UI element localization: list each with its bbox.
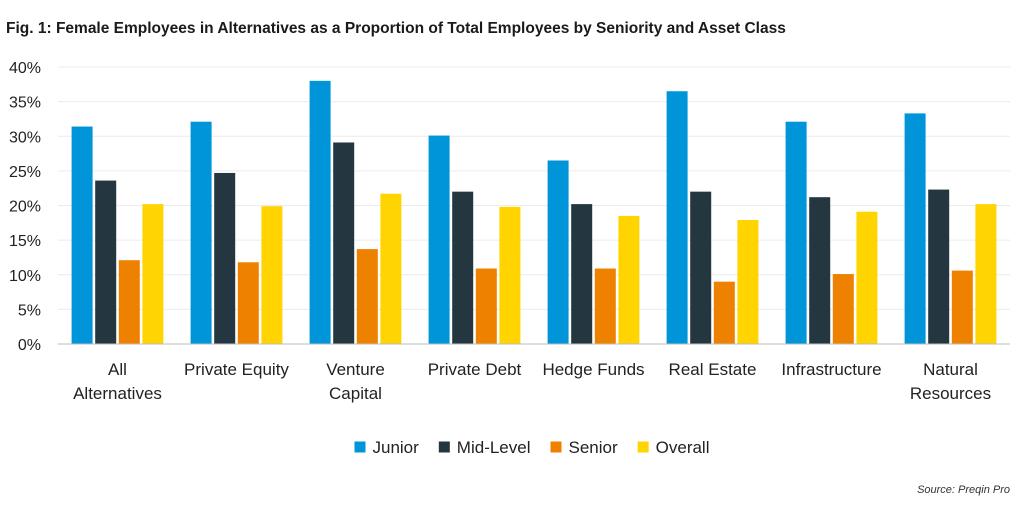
legend: Junior Mid-Level Senior Overall bbox=[354, 438, 710, 457]
gridlines bbox=[58, 66, 1010, 310]
bar-junior bbox=[785, 121, 807, 345]
x-tick-label: Private Debt bbox=[428, 360, 522, 379]
y-tick-label: 20% bbox=[9, 199, 41, 216]
bar-senior bbox=[118, 260, 140, 344]
y-tick-label: 35% bbox=[9, 95, 41, 112]
bar-mid-level bbox=[95, 180, 117, 344]
legend-swatch bbox=[438, 441, 450, 453]
source-note: Source: Preqin Pro bbox=[917, 484, 1010, 496]
legend-label: Overall bbox=[656, 438, 710, 457]
bar-overall bbox=[261, 206, 283, 344]
chart-title: Fig. 1: Female Employees in Alternatives… bbox=[6, 20, 786, 37]
y-axis-tick-labels: 0% 5% 10% 15% 20% 25% 30% 35% 40% bbox=[9, 60, 41, 354]
bar-junior bbox=[904, 113, 926, 345]
bar-mid-level bbox=[928, 189, 950, 344]
bar-junior bbox=[666, 91, 688, 344]
legend-swatch bbox=[550, 441, 562, 453]
bar-mid-level bbox=[571, 204, 593, 344]
bar-overall bbox=[618, 215, 640, 344]
y-tick-label: 30% bbox=[9, 129, 41, 146]
bars bbox=[71, 80, 997, 345]
y-tick-label: 5% bbox=[18, 302, 41, 319]
bar-mid-level bbox=[690, 191, 712, 344]
bar-junior bbox=[309, 80, 331, 344]
y-tick-label: 40% bbox=[9, 60, 41, 77]
bar-junior bbox=[547, 160, 569, 344]
y-tick-label: 15% bbox=[9, 233, 41, 250]
bar-junior bbox=[428, 135, 450, 344]
x-axis-tick-labels: All Alternatives Private Equity Venture Capi… bbox=[73, 360, 991, 403]
y-tick-label: 25% bbox=[9, 164, 41, 181]
y-tick-label: 0% bbox=[18, 337, 41, 354]
bar-senior bbox=[356, 249, 378, 344]
bar-overall bbox=[142, 204, 164, 344]
bar-junior bbox=[71, 126, 93, 345]
y-tick-label: 10% bbox=[9, 268, 41, 285]
bar-mid-level bbox=[333, 142, 355, 344]
legend-label: Senior bbox=[569, 438, 618, 457]
x-tick-label: Venture Capital bbox=[326, 360, 385, 403]
bar-overall bbox=[499, 206, 521, 344]
x-tick-label: Private Equity bbox=[184, 360, 289, 379]
x-tick-label: Natural Resources bbox=[910, 360, 991, 403]
bar-mid-level bbox=[452, 191, 474, 344]
legend-label: Mid-Level bbox=[457, 438, 531, 457]
legend-label: Junior bbox=[372, 438, 419, 457]
bar-overall bbox=[380, 193, 402, 344]
bar-mid-level bbox=[809, 197, 831, 344]
x-tick-label: All Alternatives bbox=[73, 360, 162, 403]
x-tick-label: Real Estate bbox=[669, 360, 757, 379]
bar-overall bbox=[975, 204, 997, 344]
bar-senior bbox=[713, 281, 735, 344]
bar-senior bbox=[951, 270, 973, 344]
bar-senior bbox=[475, 268, 497, 344]
bar-overall bbox=[856, 211, 878, 344]
bar-junior bbox=[190, 121, 212, 345]
bar-mid-level bbox=[214, 172, 236, 344]
x-tick-label: Hedge Funds bbox=[542, 360, 644, 379]
legend-swatch bbox=[354, 441, 366, 453]
bar-senior bbox=[594, 268, 616, 344]
bar-senior bbox=[237, 262, 259, 344]
legend-swatch bbox=[637, 441, 649, 453]
bar-senior bbox=[832, 274, 854, 344]
x-tick-label: Infrastructure bbox=[781, 360, 881, 379]
bar-overall bbox=[737, 220, 759, 344]
